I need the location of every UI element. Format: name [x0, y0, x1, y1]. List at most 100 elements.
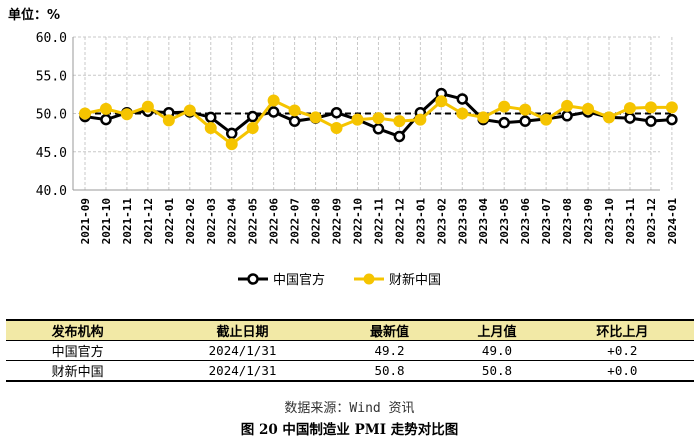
data-point — [393, 115, 406, 128]
x-tick-label: 2024-01 — [666, 198, 679, 245]
data-point — [141, 100, 154, 113]
x-tick-label: 2022-06 — [268, 198, 281, 245]
y-tick-label: 50.0 — [36, 108, 67, 123]
data-point — [246, 110, 259, 123]
data-point — [246, 122, 259, 135]
cell-previous: 49.0 — [481, 343, 513, 358]
series-group — [79, 87, 678, 151]
cell-publisher: 中国官方 — [51, 345, 104, 360]
x-tick-label: 2023-11 — [624, 198, 637, 245]
data-point — [267, 106, 280, 118]
data-point — [372, 112, 385, 125]
x-tick-label: 2021-10 — [100, 198, 113, 244]
data-point — [100, 113, 112, 126]
data-source: 数据来源：Wind 资讯 — [284, 401, 415, 416]
y-axis: 40.0 45.0 50.0 55.0 60.0 — [36, 31, 74, 199]
data-point — [519, 115, 531, 127]
x-tick-label: 2021-12 — [142, 198, 155, 244]
data-point — [561, 110, 573, 122]
data-point — [288, 115, 301, 127]
data-point — [603, 111, 615, 124]
data-point — [435, 95, 448, 108]
pmi-summary-table: 发布机构 截止日期 最新值 上月值 环比上月 中国官方 2024/1/31 49… — [6, 319, 694, 382]
y-tick-label: 55.0 — [36, 69, 67, 84]
cell-latest: 50.8 — [374, 363, 405, 378]
series-1 — [79, 94, 678, 151]
data-point — [624, 112, 636, 124]
x-tick-label: 2023-07 — [540, 198, 553, 244]
data-point — [309, 111, 322, 124]
cell-latest: 49.2 — [374, 343, 405, 358]
x-tick-label: 2022-02 — [184, 198, 197, 244]
data-point — [540, 113, 553, 126]
x-tick-label: 2023-06 — [519, 198, 532, 245]
data-point — [183, 104, 196, 117]
legend-marker — [247, 273, 259, 285]
legend-label: 财新中国 — [389, 272, 441, 288]
pmi-line-chart: 40.045.050.055.060.0 2021-09 2021-10 2021-… — [36, 31, 679, 288]
data-point — [267, 94, 280, 107]
x-tick-label: 2023-10 — [603, 198, 616, 244]
header-previous: 上月值 — [443, 320, 551, 341]
data-point — [225, 138, 238, 151]
x-tick-label: 2023-03 — [456, 198, 469, 244]
y-tick-label: 60.0 — [36, 31, 67, 46]
data-point — [456, 107, 469, 120]
data-point — [498, 116, 510, 129]
data-point — [414, 113, 427, 126]
data-point — [645, 115, 657, 127]
chart-legend: 中国官方 财新中国 — [238, 272, 441, 288]
data-point — [519, 103, 532, 116]
x-tick-label: 2022-12 — [393, 198, 406, 244]
data-point — [644, 101, 657, 114]
legend-item: 财新中国 — [354, 272, 441, 288]
cell-publisher: 财新中国 — [51, 365, 104, 380]
data-point — [372, 123, 385, 135]
x-tick-label: 2022-07 — [289, 198, 302, 244]
x-tick-label: 2022-04 — [226, 198, 239, 245]
data-point — [393, 130, 406, 143]
data-point — [120, 108, 133, 121]
data-point — [225, 127, 238, 140]
data-point — [582, 102, 595, 115]
x-tick-label: 2021-09 — [79, 198, 92, 244]
data-point — [665, 101, 678, 114]
x-tick-label: 2023-02 — [435, 198, 448, 244]
data-point — [288, 104, 301, 117]
cell-mom: +0.0 — [607, 363, 638, 378]
x-axis: 2021-09 2021-10 2021-11 2021-12 2022-01 2022-… — [73, 189, 679, 245]
data-point — [79, 107, 91, 120]
header-date: 截止日期 — [149, 320, 336, 341]
x-tick-label: 2022-09 — [331, 198, 344, 244]
legend-label: 中国官方 — [273, 272, 325, 288]
cell-date: 2024/1/31 — [208, 363, 277, 378]
data-point — [162, 114, 175, 127]
x-tick-label: 2021-11 — [121, 198, 134, 245]
x-tick-label: 2023-05 — [498, 198, 511, 244]
data-point — [498, 100, 511, 113]
header-mom: 环比上月 — [550, 320, 694, 341]
x-tick-label: 2022-05 — [247, 198, 260, 244]
data-point — [204, 122, 217, 135]
data-point — [351, 113, 364, 126]
data-point — [666, 113, 678, 126]
data-point — [205, 111, 217, 124]
x-tick-label: 2022-01 — [163, 198, 176, 245]
cell-date: 2024/1/31 — [208, 343, 277, 358]
data-point — [330, 122, 343, 135]
x-tick-label: 2022-03 — [205, 198, 218, 244]
table-row: 中国官方 2024/1/31 49.2 49.0 +0.2 — [6, 341, 694, 361]
table-row: 财新中国 2024/1/31 50.8 50.8 +0.0 — [6, 361, 694, 381]
legend-marker — [363, 273, 375, 285]
data-point — [99, 102, 112, 115]
legend-item: 中国官方 — [238, 272, 325, 288]
x-tick-label: 2023-01 — [414, 198, 427, 245]
y-tick-label: 45.0 — [36, 146, 67, 161]
y-tick-label: 40.0 — [36, 184, 67, 199]
cell-previous: 50.8 — [481, 363, 513, 378]
data-point — [477, 111, 490, 124]
cell-mom: +0.2 — [607, 343, 638, 358]
x-tick-label: 2022-10 — [351, 198, 364, 244]
header-latest: 最新值 — [335, 320, 444, 341]
header-publisher: 发布机构 — [6, 320, 150, 341]
